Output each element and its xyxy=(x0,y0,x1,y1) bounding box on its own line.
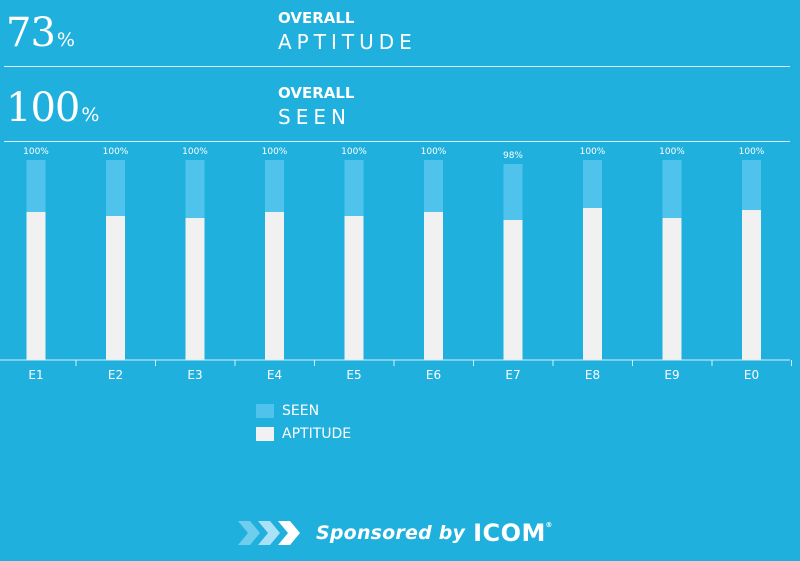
data-label-e4: 100% xyxy=(262,147,288,157)
x-tick-label-e5: E5 xyxy=(346,368,361,382)
aptitude-title: APTITUDE xyxy=(278,30,417,54)
bar-chart: 100% E1 100% E2 100% E3 100% E4 100% E5 100% E6 98% E… xyxy=(0,147,792,382)
overall-aptitude-stat: 73% OVERALL APTITUDE xyxy=(0,0,800,66)
legend-swatch-seen xyxy=(256,404,274,418)
bar-aptitude-e9 xyxy=(662,218,682,360)
bar-aptitude-e3 xyxy=(185,218,205,360)
bar-aptitude-e5 xyxy=(344,216,364,360)
aptitude-unit: % xyxy=(56,29,75,51)
x-tick-label-e0: E0 xyxy=(744,368,759,382)
seen-unit: % xyxy=(81,104,100,126)
sponsor-text: Sponsored by xyxy=(316,522,466,544)
legend-label-seen: SEEN xyxy=(282,403,320,419)
legend-label-aptitude: APTITUDE xyxy=(282,426,352,442)
bar-aptitude-e0 xyxy=(742,210,761,360)
x-tick-label-e1: E1 xyxy=(28,368,43,382)
seen-title: SEEN xyxy=(278,105,351,129)
x-tick-label-e4: E4 xyxy=(267,368,282,382)
legend-item-aptitude: APTITUDE xyxy=(256,423,351,445)
divider-top xyxy=(4,66,790,67)
x-tick-label-e3: E3 xyxy=(187,368,202,382)
bar-aptitude-e1 xyxy=(26,212,46,360)
overall-seen-stat: 100% OVERALL SEEN xyxy=(0,75,800,141)
legend-swatch-aptitude xyxy=(256,427,274,441)
aptitude-value: 73 xyxy=(6,10,56,56)
data-label-e3: 100% xyxy=(182,147,208,157)
x-tick-label-e8: E8 xyxy=(585,368,600,382)
sponsor-registered-mark: ® xyxy=(545,521,553,529)
data-label-e5: 100% xyxy=(341,147,367,157)
data-label-e6: 100% xyxy=(421,147,447,157)
sponsor-brand: ICOM xyxy=(473,519,546,547)
aptitude-percent: 73% xyxy=(6,10,75,63)
legend-item-seen: SEEN xyxy=(256,400,351,422)
seen-overall-label: OVERALL xyxy=(278,84,355,102)
bar-aptitude-e7 xyxy=(503,220,523,360)
data-label-e2: 100% xyxy=(103,147,129,157)
data-label-e8: 100% xyxy=(580,147,606,157)
data-label-e9: 100% xyxy=(659,147,685,157)
bar-aptitude-e2 xyxy=(106,216,125,360)
seen-percent: 100% xyxy=(6,85,99,138)
chevron-arrows-icon xyxy=(238,521,300,545)
data-label-e7: 98% xyxy=(503,151,523,161)
sponsor-logo: ICOM ® xyxy=(473,519,552,547)
seen-value: 100 xyxy=(6,85,80,131)
divider-bottom xyxy=(4,141,790,142)
bar-aptitude-e4 xyxy=(265,212,284,360)
data-label-e1: 100% xyxy=(23,147,49,157)
x-tick-label-e7: E7 xyxy=(505,368,520,382)
x-tick-label-e6: E6 xyxy=(426,368,441,382)
x-tick-label-e9: E9 xyxy=(664,368,679,382)
sponsor-banner[interactable]: Sponsored by ICOM ® xyxy=(238,516,552,550)
data-label-e0: 100% xyxy=(739,147,765,157)
bar-aptitude-e6 xyxy=(424,212,443,360)
x-tick-label-e2: E2 xyxy=(108,368,123,382)
chart-legend: SEEN APTITUDE xyxy=(256,400,351,446)
bar-aptitude-e8 xyxy=(583,208,602,360)
aptitude-overall-label: OVERALL xyxy=(278,9,355,27)
